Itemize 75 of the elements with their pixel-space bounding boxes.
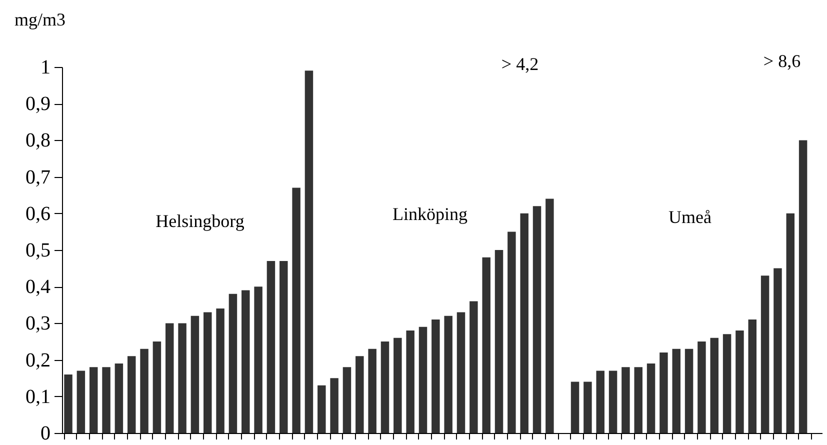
y-tick-label: 1 (40, 56, 50, 78)
bar (508, 232, 516, 433)
y-tick-label: 0,8 (26, 130, 50, 152)
bar (166, 323, 174, 433)
bar (698, 342, 706, 433)
y-tick-label: 0 (40, 422, 50, 444)
y-tick-label: 0,7 (26, 166, 50, 188)
annotation: Helsingborg (156, 211, 244, 231)
bar (710, 338, 718, 433)
bar (660, 352, 668, 433)
bar (798, 140, 808, 433)
bar (76, 370, 86, 433)
bar (318, 385, 326, 433)
bar (140, 348, 148, 433)
bar (470, 301, 478, 433)
bar (584, 382, 592, 433)
y-tick-label: 0,2 (26, 349, 50, 372)
bar (330, 378, 338, 433)
bar (190, 316, 200, 433)
annotation: > 8,6 (763, 51, 801, 71)
y-tick-label: 0,9 (26, 93, 50, 116)
bar (456, 312, 466, 433)
bar (736, 330, 744, 433)
bar (280, 260, 288, 433)
bar (114, 363, 124, 433)
bar (204, 312, 212, 433)
bar (368, 348, 376, 433)
bar (722, 334, 732, 433)
bar (406, 330, 414, 433)
bar (228, 294, 238, 433)
bar (748, 320, 756, 433)
bar (304, 70, 314, 433)
bar (520, 213, 528, 433)
bar (622, 367, 630, 433)
bar (546, 198, 554, 433)
bar (254, 286, 262, 433)
bar (342, 367, 352, 433)
bar (570, 382, 580, 433)
y-tick-label: 0,1 (26, 386, 50, 408)
bar (394, 338, 402, 433)
y-axis-title: mg/m3 (14, 10, 66, 30)
bar (444, 316, 452, 433)
bar (266, 260, 276, 433)
bar (432, 320, 440, 433)
bar (178, 323, 186, 433)
bar (64, 374, 72, 433)
y-tick-label: 0,6 (26, 202, 50, 225)
bar (216, 308, 224, 433)
bar (356, 356, 364, 433)
bar (760, 276, 770, 433)
bar (380, 342, 390, 433)
bar (596, 370, 604, 433)
annotation: Umeå (668, 207, 712, 227)
y-tick-label: 0,3 (26, 312, 50, 335)
annotation: > 4,2 (501, 54, 539, 74)
bar (646, 363, 656, 433)
bar (89, 367, 98, 433)
bar (292, 188, 300, 433)
bar (786, 213, 795, 433)
bar (532, 206, 542, 433)
bar (418, 326, 428, 433)
bar (102, 367, 110, 433)
bar (128, 356, 136, 433)
bar (672, 348, 680, 433)
bar (242, 290, 250, 433)
bar (608, 370, 618, 433)
bar (774, 268, 782, 433)
y-tick-label: 0,5 (26, 240, 50, 262)
bar (152, 342, 162, 433)
bar (482, 257, 490, 433)
annotation: Linköping (392, 204, 468, 224)
y-tick-label: 0,4 (26, 276, 50, 298)
bar (494, 250, 504, 433)
bar (634, 367, 642, 433)
bar (684, 348, 694, 433)
